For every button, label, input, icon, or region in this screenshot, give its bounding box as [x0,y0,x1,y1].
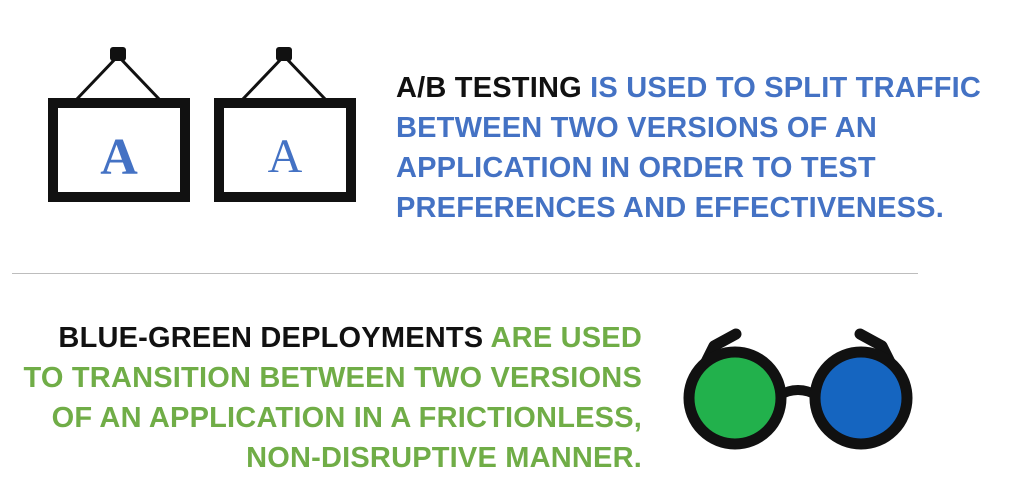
ab-testing-term: A/B TESTING [396,72,582,104]
glasses-icon [680,318,916,454]
blue-lens [809,346,913,450]
frame-letter-a-left: A [100,129,138,186]
right-frame: A [214,47,356,202]
ab-testing-description: A/B TESTING IS USED TO SPLIT TRAFFIC BET… [396,68,996,228]
ab-testing-definition: IS USED TO SPLIT TRAFFIC BETWEEN TWO VER… [396,72,982,224]
left-frame: A [48,47,190,202]
blue-green-description: BLUE-GREEN DEPLOYMENTS ARE USED TO TRANS… [20,318,642,478]
section-divider [12,273,918,274]
picture-frames-icon: A A [44,44,364,208]
green-lens [683,346,787,450]
blue-green-definition: ARE USED TO TRANSITION BETWEEN TWO VERSI… [23,322,642,474]
blue-green-term: BLUE-GREEN DEPLOYMENTS [58,322,484,354]
frame-letter-a-right: A [268,130,303,183]
